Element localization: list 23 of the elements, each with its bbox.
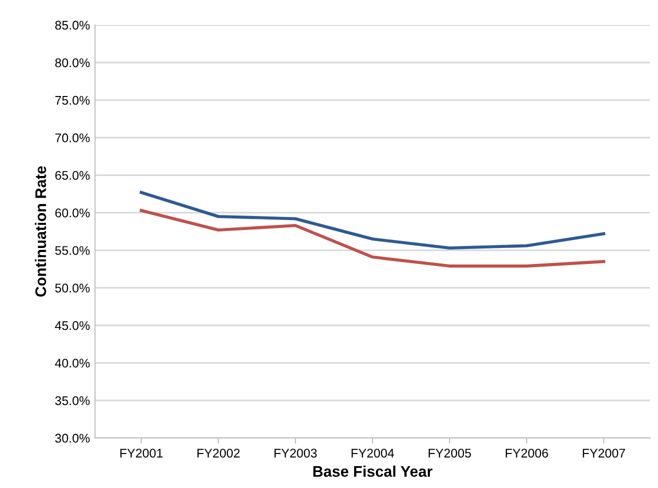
y-tick-label: 55.0% <box>55 246 90 255</box>
x-tick-label: FY2001 <box>120 448 163 458</box>
y-tick-label: 40.0% <box>54 358 90 368</box>
y-tick-label: 80.0% <box>55 58 90 68</box>
y-tick-label: 75.0% <box>55 96 90 105</box>
x-tick-label: FY2005 <box>428 448 471 458</box>
y-tick-label: 35.0% <box>55 396 90 406</box>
x-tick-label: FY2006 <box>506 448 548 458</box>
x-tick-label: FY2004 <box>352 448 394 458</box>
y-tick-label: 30.0% <box>55 434 90 443</box>
y-tick-label: 70.0% <box>55 133 90 142</box>
y-tick-label: 60.0% <box>55 208 90 218</box>
x-tick-label: FY2003 <box>274 448 317 458</box>
line-series <box>140 190 606 250</box>
y-tick-label: 85.0% <box>55 20 90 30</box>
y-tick-label: 45.0% <box>54 321 90 330</box>
y-axis-title: Continuation Rate <box>34 166 46 297</box>
line-series <box>140 208 606 268</box>
y-tick-label: 50.0% <box>55 284 90 292</box>
x-tick-label: FY2007 <box>582 448 626 458</box>
y-tick-label: 65.0% <box>55 170 90 180</box>
x-tick-label: FY2002 <box>197 448 240 458</box>
x-axis-title: Base Fiscal Year <box>313 466 432 477</box>
